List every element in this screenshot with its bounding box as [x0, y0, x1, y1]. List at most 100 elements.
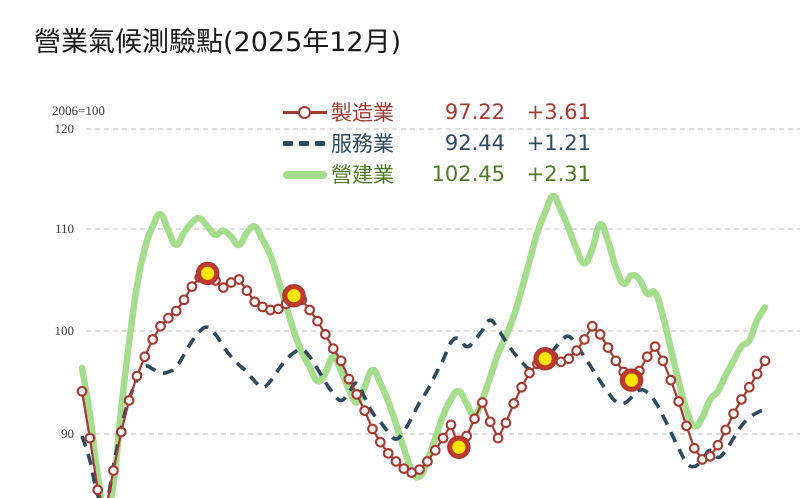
data-point-marker	[524, 367, 535, 379]
y-tick-90: 90	[61, 426, 74, 441]
legend-row-manufacturing[interactable]: 製造業 97.22 +3.61	[281, 96, 611, 127]
data-point-marker	[241, 285, 253, 297]
dashed-line-marker-icon	[281, 133, 329, 153]
highlight-marker-dot	[201, 266, 215, 280]
highlight-marker-dot	[624, 373, 639, 387]
data-point-marker	[728, 408, 739, 420]
data-point-marker	[398, 463, 410, 474]
highlight-layer	[195, 261, 644, 459]
axis-base-note: 2006=100	[52, 103, 105, 118]
data-point-marker	[367, 423, 378, 435]
data-point-marker	[610, 355, 622, 367]
data-point-marker	[736, 394, 747, 405]
legend-label-manufacturing: 製造業	[331, 100, 394, 125]
data-point-marker	[484, 416, 496, 428]
data-point-marker	[437, 432, 449, 444]
data-point-marker	[477, 397, 488, 408]
legend-delta-construction: +2.31	[526, 161, 591, 186]
data-point-marker	[563, 353, 575, 365]
data-point-marker	[178, 294, 190, 306]
y-tick-100: 100	[54, 323, 75, 338]
data-point-marker	[390, 456, 402, 467]
data-point-marker	[516, 381, 527, 393]
series-line-manufacturing	[80, 272, 766, 498]
data-point-marker	[602, 342, 614, 353]
data-point-marker	[186, 281, 198, 292]
data-point-marker	[649, 341, 661, 352]
legend-row-construction[interactable]: 營建業 102.45 +2.31	[281, 158, 611, 189]
data-point-marker	[586, 320, 598, 332]
data-point-marker	[131, 370, 143, 382]
data-point-marker	[217, 282, 229, 293]
data-point-marker	[571, 345, 582, 356]
data-point-marker	[374, 436, 386, 448]
data-point-marker	[445, 419, 457, 431]
data-point-marker	[743, 381, 755, 393]
data-point-marker	[579, 334, 590, 345]
data-point-marker	[759, 355, 771, 367]
data-point-marker	[343, 373, 355, 385]
page-title: 營業氣候測驗點(2025年12月)	[34, 27, 402, 58]
data-point-marker	[304, 304, 316, 316]
data-point-marker	[594, 329, 606, 340]
highlight-marker-dot	[287, 289, 301, 303]
legend: 製造業 97.22 +3.61 服務業 92.44 +1.21 營建業 102.…	[281, 96, 611, 189]
data-point-marker	[704, 451, 716, 462]
data-point-marker	[712, 439, 724, 451]
data-point-marker	[429, 444, 441, 456]
data-point-marker	[233, 274, 245, 285]
data-point-marker	[665, 374, 677, 386]
legend-row-service[interactable]: 服務業 92.44 +1.21	[281, 127, 611, 158]
y-tick-110: 110	[54, 221, 74, 236]
legend-value-construction: 102.45	[431, 161, 505, 186]
data-point-marker	[641, 351, 653, 363]
data-point-marker	[249, 296, 261, 308]
data-point-marker	[508, 398, 520, 409]
legend-value-manufacturing: 97.22	[444, 99, 505, 124]
data-point-marker	[681, 420, 692, 432]
y-tick-120: 120	[54, 121, 75, 136]
data-point-marker	[382, 447, 394, 459]
data-point-marker	[312, 315, 323, 327]
data-point-marker	[108, 465, 119, 476]
series-line-construction	[78, 192, 769, 498]
gridlines	[86, 128, 800, 435]
data-point-marker	[147, 334, 159, 345]
legend-delta-manufacturing: +3.61	[526, 99, 591, 124]
data-point-marker	[76, 385, 88, 397]
data-point-marker	[84, 432, 96, 444]
data-point-marker	[492, 432, 504, 444]
data-point-marker	[422, 456, 433, 467]
data-point-marker	[469, 413, 480, 425]
data-point-marker	[688, 442, 700, 454]
thick-line-marker-icon	[281, 164, 329, 184]
marker-layer	[76, 268, 771, 496]
data-point-marker	[123, 395, 135, 406]
line-circle-marker-icon	[281, 102, 329, 122]
data-point-marker	[414, 464, 425, 475]
data-point-marker	[139, 351, 151, 363]
data-point-marker	[751, 368, 763, 380]
data-point-marker	[500, 417, 512, 429]
data-point-marker	[673, 396, 684, 407]
data-point-marker	[657, 355, 669, 367]
data-point-marker	[327, 343, 339, 354]
data-point-marker	[359, 405, 370, 416]
data-point-marker	[272, 303, 284, 315]
data-point-marker	[170, 305, 182, 317]
highlight-marker-dot	[452, 440, 466, 454]
legend-label-construction: 營建業	[331, 162, 394, 187]
legend-delta-service: +1.21	[526, 130, 591, 155]
data-point-marker	[115, 426, 127, 438]
data-point-marker	[351, 389, 363, 400]
data-point-marker	[335, 355, 347, 367]
legend-value-service: 92.44	[444, 130, 505, 155]
data-point-marker	[155, 320, 166, 332]
data-point-marker	[92, 484, 104, 496]
data-point-marker	[163, 312, 174, 324]
data-point-marker	[320, 329, 331, 340]
legend-label-service: 服務業	[331, 131, 394, 156]
series-layer	[78, 192, 769, 498]
